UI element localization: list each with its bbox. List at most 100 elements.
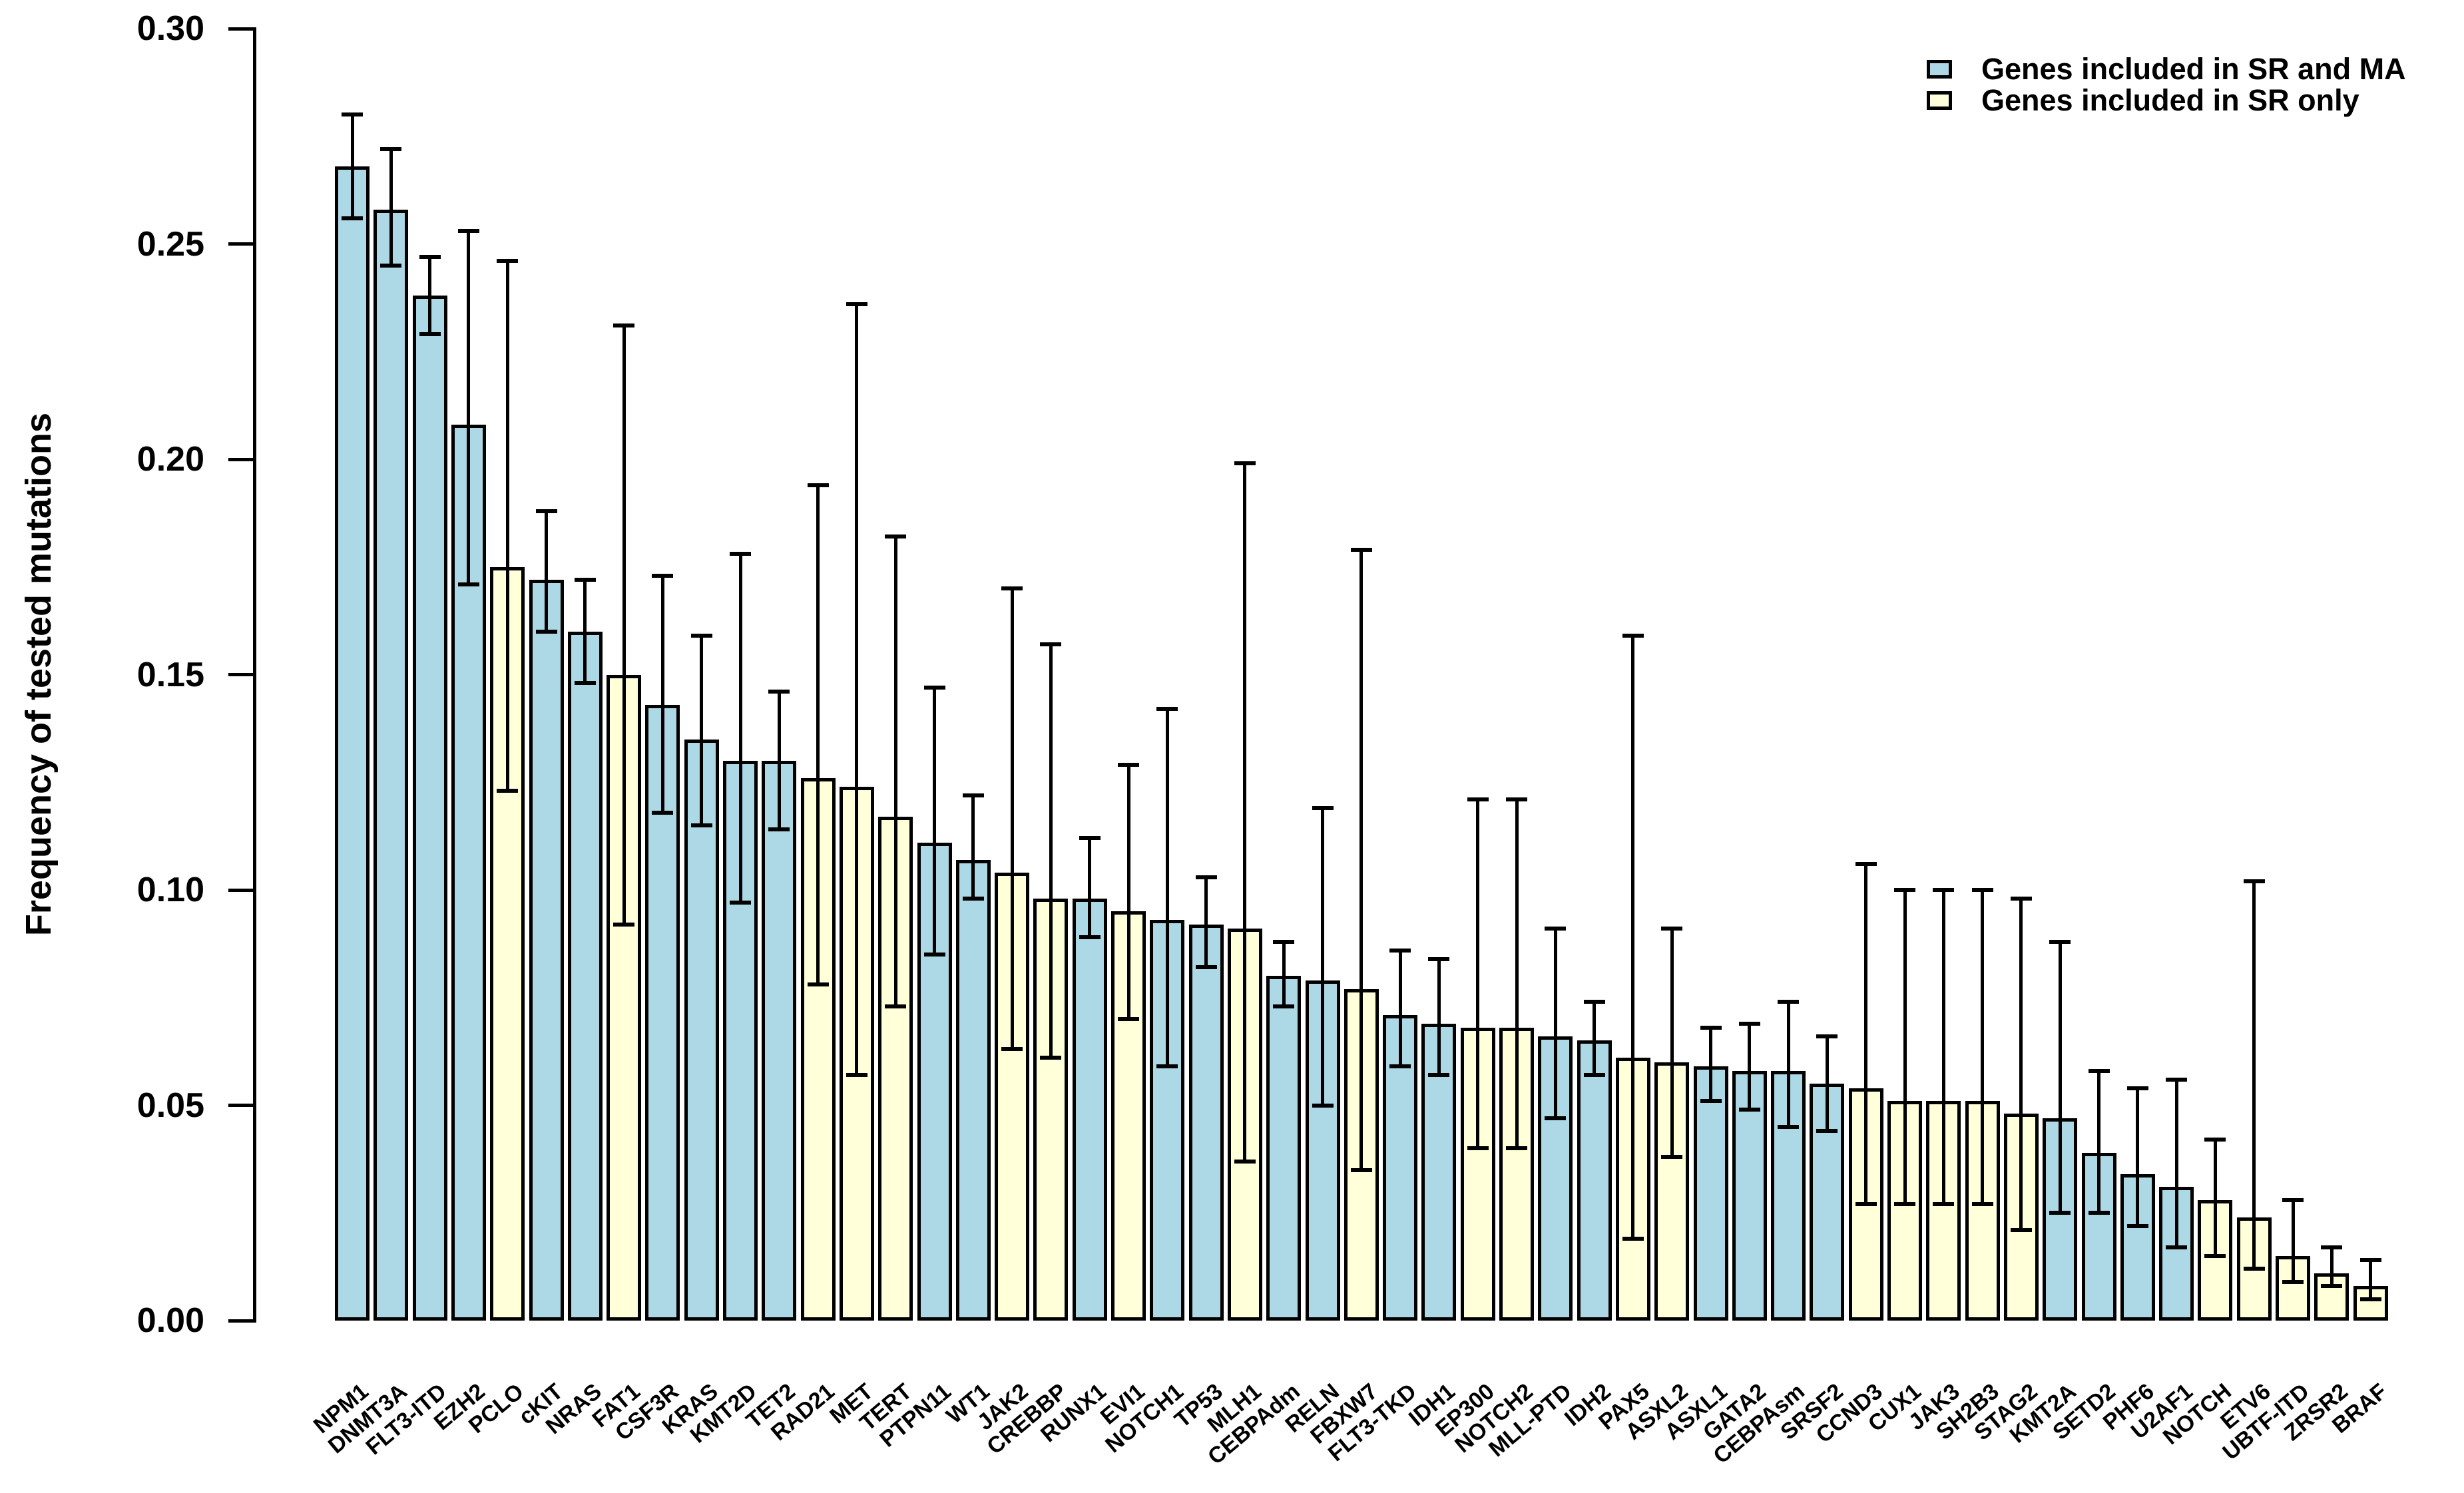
errorbar-TP53-upper-cap [1195, 875, 1217, 879]
errorbar-CUX1 [1903, 890, 1907, 1205]
errorbar-CSF3R-lower-cap [652, 810, 674, 815]
bar-TET2 [762, 760, 797, 1321]
y-tick-mark-0.20 [228, 457, 253, 461]
errorbar-SRSF2 [1825, 1036, 1829, 1132]
errorbar-MET [855, 304, 859, 1076]
errorbar-NRAS [583, 580, 587, 684]
errorbar-WT1-lower-cap [962, 896, 984, 901]
errorbar-FAT1-lower-cap [613, 922, 635, 927]
y-axis-line [253, 27, 256, 1323]
errorbar-GATA2 [1748, 1023, 1752, 1110]
bar-NPM1 [335, 166, 370, 1321]
bar-MET [839, 786, 874, 1321]
errorbar-CSF3R-upper-cap [652, 573, 674, 578]
y-tick-label-0.30: 0.30 [136, 9, 204, 48]
errorbar-EP300-lower-cap [1467, 1146, 1489, 1151]
bar-EZH2 [451, 425, 486, 1321]
errorbar-KMT2A [2058, 941, 2062, 1213]
errorbar-NOTCH [2213, 1140, 2217, 1256]
errorbar-ASXL2-lower-cap [1661, 1155, 1683, 1160]
y-tick-label-0.20: 0.20 [136, 440, 204, 479]
errorbar-UBTF-ITD-upper-cap [2282, 1197, 2304, 1202]
errorbar-KMT2A-lower-cap [2049, 1211, 2071, 1215]
errorbar-ASXL2-upper-cap [1661, 927, 1683, 931]
errorbar-CREBBP [1049, 644, 1053, 1058]
errorbar-EP300-upper-cap [1467, 797, 1489, 802]
errorbar-RELN [1321, 808, 1324, 1106]
y-tick-label-0.00: 0.00 [136, 1301, 204, 1340]
errorbar-MLH1-upper-cap [1234, 461, 1256, 466]
legend-item-sr-and-ma: Genes included in SR and MA [1927, 52, 2406, 86]
y-tick-mark-0.25 [228, 242, 253, 246]
errorbar-CEBPAdm [1282, 941, 1286, 1006]
errorbar-MLH1-lower-cap [1234, 1159, 1256, 1164]
errorbar-RAD21 [816, 485, 820, 985]
errorbar-STAG2 [2019, 898, 2023, 1231]
bar-DNMT3A [373, 209, 409, 1321]
errorbar-NOTCH1 [1165, 709, 1169, 1067]
bar-ASXL1 [1693, 1066, 1728, 1321]
errorbar-FLT3-ITD-lower-cap [419, 332, 441, 337]
bar-U2AF1 [2159, 1187, 2194, 1321]
errorbar-KRAS-upper-cap [690, 634, 712, 638]
errorbar-PAX5-upper-cap [1622, 634, 1644, 638]
errorbar-MLL-PTD-upper-cap [1545, 927, 1567, 931]
errorbar-SH2B3-upper-cap [1971, 888, 1993, 892]
errorbar-TP53-lower-cap [1195, 965, 1217, 970]
errorbar-CEBPAsm-lower-cap [1778, 1124, 1800, 1129]
errorbar-ASXL1 [1709, 1028, 1712, 1102]
legend-swatch-sr-only-icon [1927, 91, 1952, 110]
bar-CEBPAdm [1266, 976, 1302, 1321]
errorbar-SETD2-lower-cap [2088, 1211, 2110, 1215]
errorbar-ASXL1-upper-cap [1700, 1026, 1722, 1030]
y-tick-mark-0.05 [228, 1104, 253, 1107]
errorbar-SH2B3 [1981, 890, 1985, 1205]
errorbar-ASXL2 [1670, 929, 1674, 1158]
errorbar-KMT2D-lower-cap [730, 901, 751, 905]
errorbar-IDH1-lower-cap [1428, 1073, 1450, 1078]
errorbar-EZH2-upper-cap [457, 229, 479, 234]
bar-NRAS [567, 631, 603, 1321]
errorbar-TET2 [777, 692, 781, 830]
errorbar-NRAS-upper-cap [574, 578, 596, 582]
errorbar-RAD21-upper-cap [807, 483, 829, 487]
errorbar-IDH1-upper-cap [1428, 957, 1450, 961]
errorbar-PHF6 [2136, 1088, 2140, 1226]
errorbar-RELN-upper-cap [1312, 806, 1334, 811]
errorbar-NOTCH2-upper-cap [1506, 797, 1527, 802]
errorbar-FLT3-ITD [428, 256, 432, 335]
errorbar-IDH2 [1593, 1002, 1597, 1076]
y-tick-mark-0.15 [228, 673, 253, 676]
errorbar-RUNX1-upper-cap [1079, 836, 1101, 841]
y-tick-mark-0.00 [228, 1319, 253, 1323]
errorbar-UBTF-ITD-lower-cap [2282, 1279, 2304, 1284]
errorbar-ETV6 [2252, 881, 2256, 1269]
errorbar-SH2B3-lower-cap [1971, 1202, 1993, 1207]
bar-IDH2 [1577, 1040, 1612, 1321]
errorbar-CEBPAsm [1786, 1002, 1790, 1127]
errorbar-ASXL1-lower-cap [1700, 1099, 1722, 1104]
errorbar-PCLO [505, 261, 509, 791]
errorbar-CEBPAsm-upper-cap [1778, 1000, 1800, 1004]
errorbar-FBXW7-lower-cap [1350, 1168, 1372, 1172]
errorbar-EZH2-lower-cap [457, 582, 479, 586]
errorbar-EVI1-upper-cap [1118, 763, 1139, 767]
errorbar-EVI1-lower-cap [1118, 1017, 1139, 1022]
errorbar-STAG2-upper-cap [2010, 896, 2032, 901]
errorbar-UBTF-ITD [2291, 1199, 2295, 1282]
errorbar-JAK2-upper-cap [1001, 586, 1023, 591]
errorbar-CCND3-upper-cap [1855, 862, 1877, 867]
bar-WT1 [955, 859, 991, 1321]
errorbar-NRAS-lower-cap [574, 681, 596, 686]
errorbar-ETV6-lower-cap [2243, 1267, 2265, 1271]
errorbar-KMT2A-upper-cap [2049, 939, 2071, 944]
errorbar-ZRSR2-lower-cap [2321, 1284, 2343, 1289]
errorbar-EVI1 [1126, 765, 1130, 1020]
errorbar-DNMT3A-lower-cap [380, 263, 402, 268]
errorbar-PAX5 [1631, 636, 1635, 1239]
errorbar-CREBBP-upper-cap [1040, 642, 1062, 647]
errorbar-JAK2 [1010, 588, 1014, 1050]
errorbar-MLH1 [1243, 463, 1247, 1162]
errorbar-ZRSR2 [2330, 1247, 2334, 1287]
